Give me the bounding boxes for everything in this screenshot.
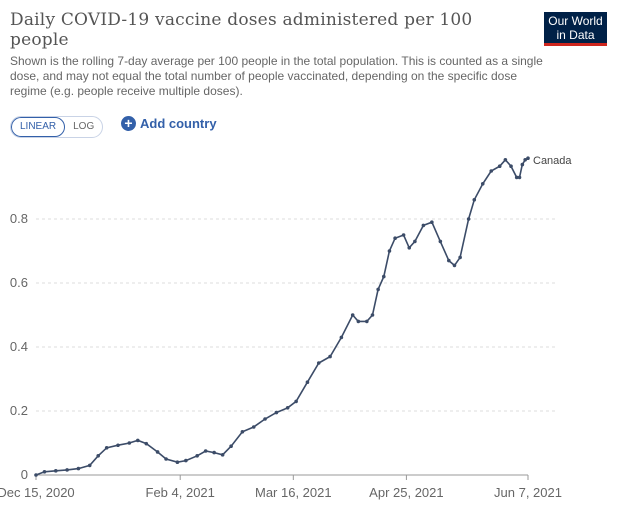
data-point <box>430 220 434 224</box>
data-point <box>274 410 279 415</box>
x-tick-label: Dec 15, 2020 <box>0 485 75 500</box>
data-point <box>240 430 245 434</box>
data-point <box>339 335 344 340</box>
data-point <box>376 287 380 292</box>
add-country-label: Add country <box>140 116 217 131</box>
logo-line-2: in Data <box>556 28 595 42</box>
owid-logo[interactable]: Our World in Data <box>544 12 607 46</box>
data-point <box>316 361 321 365</box>
data-point <box>53 469 58 473</box>
y-tick-label: 0.6 <box>10 275 28 290</box>
data-point <box>135 438 140 443</box>
data-point <box>263 417 267 421</box>
data-point <box>472 198 477 202</box>
data-point <box>164 457 168 461</box>
data-point <box>421 223 426 228</box>
data-point <box>387 249 392 253</box>
chart-title: Daily COVID-19 vaccine doses administere… <box>10 10 473 50</box>
data-point <box>220 453 225 457</box>
x-tick-label: Apr 25, 2021 <box>369 485 443 500</box>
chart-subtitle: Shown is the rolling 7-day average per 1… <box>10 54 543 98</box>
data-point <box>285 406 290 410</box>
logo-accent-bar <box>544 43 607 46</box>
scale-toggle[interactable]: LINEAR LOG <box>10 116 104 138</box>
data-point <box>526 156 530 160</box>
data-point <box>497 164 502 168</box>
data-point <box>393 236 397 240</box>
data-point <box>480 182 485 186</box>
data-point <box>127 441 132 445</box>
series-label-canada: Canada <box>533 155 572 167</box>
data-point <box>305 380 310 385</box>
data-point <box>229 444 233 449</box>
data-point <box>42 470 47 474</box>
data-point <box>328 354 332 359</box>
data-point <box>370 313 375 317</box>
data-point <box>65 468 69 472</box>
data-point <box>407 246 412 250</box>
data-point <box>365 319 369 324</box>
data-point <box>350 313 355 317</box>
data-point <box>447 258 451 263</box>
data-point <box>195 454 199 458</box>
logo-line-1: Our World <box>548 14 603 28</box>
y-tick-label: 0.8 <box>10 211 28 226</box>
y-tick-label: 0.4 <box>10 339 28 354</box>
data-point <box>175 460 180 465</box>
data-point <box>466 217 471 221</box>
data-point <box>116 443 120 448</box>
y-tick-label: 0 <box>21 467 28 482</box>
data-point <box>34 473 38 477</box>
data-point <box>251 425 256 429</box>
data-point <box>155 450 160 454</box>
x-tick-label: Mar 16, 2021 <box>255 485 332 500</box>
data-point <box>96 454 101 458</box>
data-point <box>87 463 92 468</box>
data-point <box>514 175 519 180</box>
data-point <box>520 162 525 167</box>
data-point <box>356 319 361 324</box>
plus-icon: + <box>121 116 136 131</box>
data-point <box>517 175 522 180</box>
series-line <box>35 157 529 476</box>
y-tick-label: 0.2 <box>10 403 28 418</box>
data-point <box>212 450 216 455</box>
data-point <box>203 449 208 453</box>
x-tick-label: Jun 7, 2021 <box>494 485 562 500</box>
data-point <box>438 239 443 244</box>
data-point <box>452 263 457 268</box>
data-point <box>523 158 527 162</box>
linear-scale-button[interactable]: LINEAR <box>11 117 66 137</box>
data-point <box>458 255 462 260</box>
x-tick-label: Feb 4, 2021 <box>146 485 215 500</box>
data-point <box>503 158 508 162</box>
log-scale-button[interactable]: LOG <box>73 121 95 132</box>
data-point <box>144 441 149 446</box>
data-point <box>104 446 109 450</box>
data-point <box>76 466 81 471</box>
data-point <box>413 239 417 244</box>
data-point <box>294 399 298 404</box>
data-point <box>509 164 513 168</box>
data-point <box>381 274 386 279</box>
data-point <box>489 169 494 173</box>
add-country-button[interactable]: + Add country <box>121 116 217 131</box>
data-point <box>401 233 406 237</box>
data-point <box>184 458 188 463</box>
